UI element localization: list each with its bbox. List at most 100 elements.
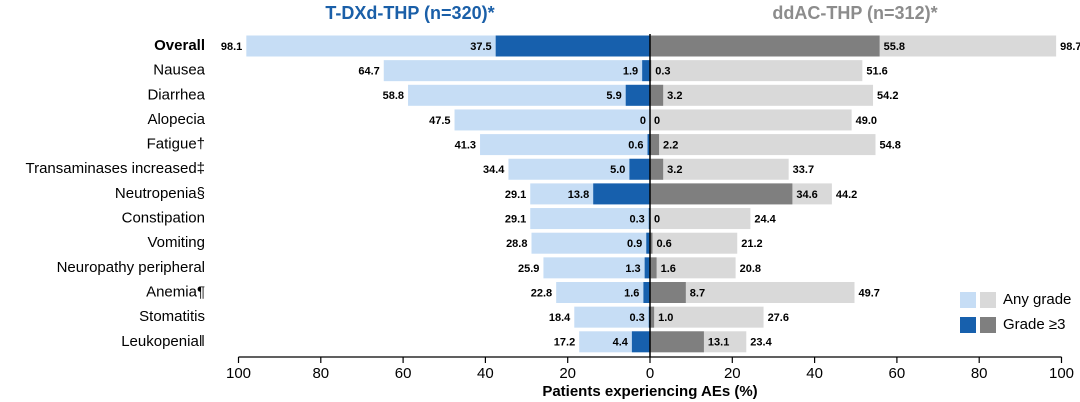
bar [650,134,660,156]
value-label: 0.3 [629,213,644,225]
x-tick-label: 80 [971,365,988,382]
bar [650,306,764,328]
value-label: 1.3 [625,263,640,275]
value-label: 29.1 [505,213,526,225]
bar [650,134,876,156]
bar [650,109,852,131]
bar [531,232,650,254]
value-label: 58.8 [383,90,404,102]
value-label: 0.3 [655,66,670,78]
value-label: 5.0 [610,164,625,176]
bar [643,282,650,303]
bar [650,282,686,303]
value-label: 0.6 [656,238,671,250]
value-label: 41.3 [455,140,476,152]
value-label: 49.0 [856,115,877,127]
bar [650,35,880,57]
bar [530,208,650,230]
value-label: 21.2 [741,238,762,250]
category-label: Transaminases increased‡ [25,160,205,177]
value-label: 28.8 [506,238,527,250]
value-label: 2.2 [663,140,678,152]
value-label: 98.1 [221,41,242,53]
value-label: 37.5 [470,41,491,53]
bar [625,84,650,106]
bar [650,232,738,254]
value-label: 0.9 [627,238,642,250]
legend-swatch [980,317,996,333]
value-label: 34.4 [483,164,505,176]
bar [644,257,650,279]
legend-swatch [980,292,996,308]
bar [593,183,650,205]
bar [650,232,653,254]
bar [574,306,650,328]
bar [650,282,855,303]
bar [383,60,650,82]
bar [543,257,650,279]
value-label: 23.4 [750,337,772,349]
value-label: 1.6 [661,263,676,275]
value-label: 44.2 [836,189,857,201]
category-label: Leukopenia‖ [121,333,205,350]
legend-label: Grade ≥3 [1003,316,1065,333]
value-label: 20.8 [740,263,761,275]
bar [495,35,650,57]
value-label: 13.1 [708,337,729,349]
value-label: 22.8 [531,287,552,299]
value-label: 98.7 [1060,41,1080,53]
category-label: Nausea [153,62,205,79]
value-label: 0 [654,115,660,127]
value-label: 27.6 [768,312,789,324]
category-label: Constipation [122,210,205,227]
x-tick-label: 60 [889,365,906,382]
category-label: Alopecia [147,111,205,128]
bar [454,109,650,131]
bar [650,208,751,230]
bar [650,158,664,180]
value-label: 18.4 [549,312,571,324]
value-label: 55.8 [884,41,905,53]
bar [647,134,650,156]
x-tick-label: 100 [1049,365,1074,382]
x-tick-label: 20 [724,365,741,382]
x-tick-label: 40 [806,365,823,382]
x-tick-label: 80 [312,365,329,382]
bar [650,331,704,353]
x-tick-label: 100 [226,365,251,382]
bar [650,306,655,328]
value-label: 47.5 [429,115,450,127]
category-label: Vomiting [147,234,205,251]
bar [650,257,657,279]
bar [631,331,650,353]
bar [650,183,793,205]
bar [508,158,650,180]
bar [650,158,789,180]
bar [629,158,650,180]
value-label: 0 [654,213,660,225]
value-label: 17.2 [554,337,575,349]
value-label: 1.0 [658,312,673,324]
group-title: ddAC-THP (n=312)* [772,3,937,23]
x-tick-label: 20 [559,365,576,382]
value-label: 54.2 [877,90,898,102]
bar [650,84,664,106]
value-label: 0.3 [629,312,644,324]
value-label: 4.4 [613,337,629,349]
category-label: Overall [154,37,205,54]
x-tick-label: 40 [477,365,494,382]
legend-swatch [960,292,976,308]
value-label: 54.8 [880,140,901,152]
value-label: 1.6 [624,287,639,299]
category-label: Stomatitis [139,308,205,325]
x-tick-label: 60 [395,365,412,382]
value-label: 51.6 [866,66,887,78]
value-label: 0 [640,115,646,127]
x-axis-label: Patients experiencing AEs (%) [542,383,757,400]
bar [408,84,650,106]
category-label: Fatigue† [147,136,205,153]
value-label: 49.7 [859,287,880,299]
x-tick-label: 0 [646,365,654,382]
category-label: Neutropenia§ [115,185,205,202]
